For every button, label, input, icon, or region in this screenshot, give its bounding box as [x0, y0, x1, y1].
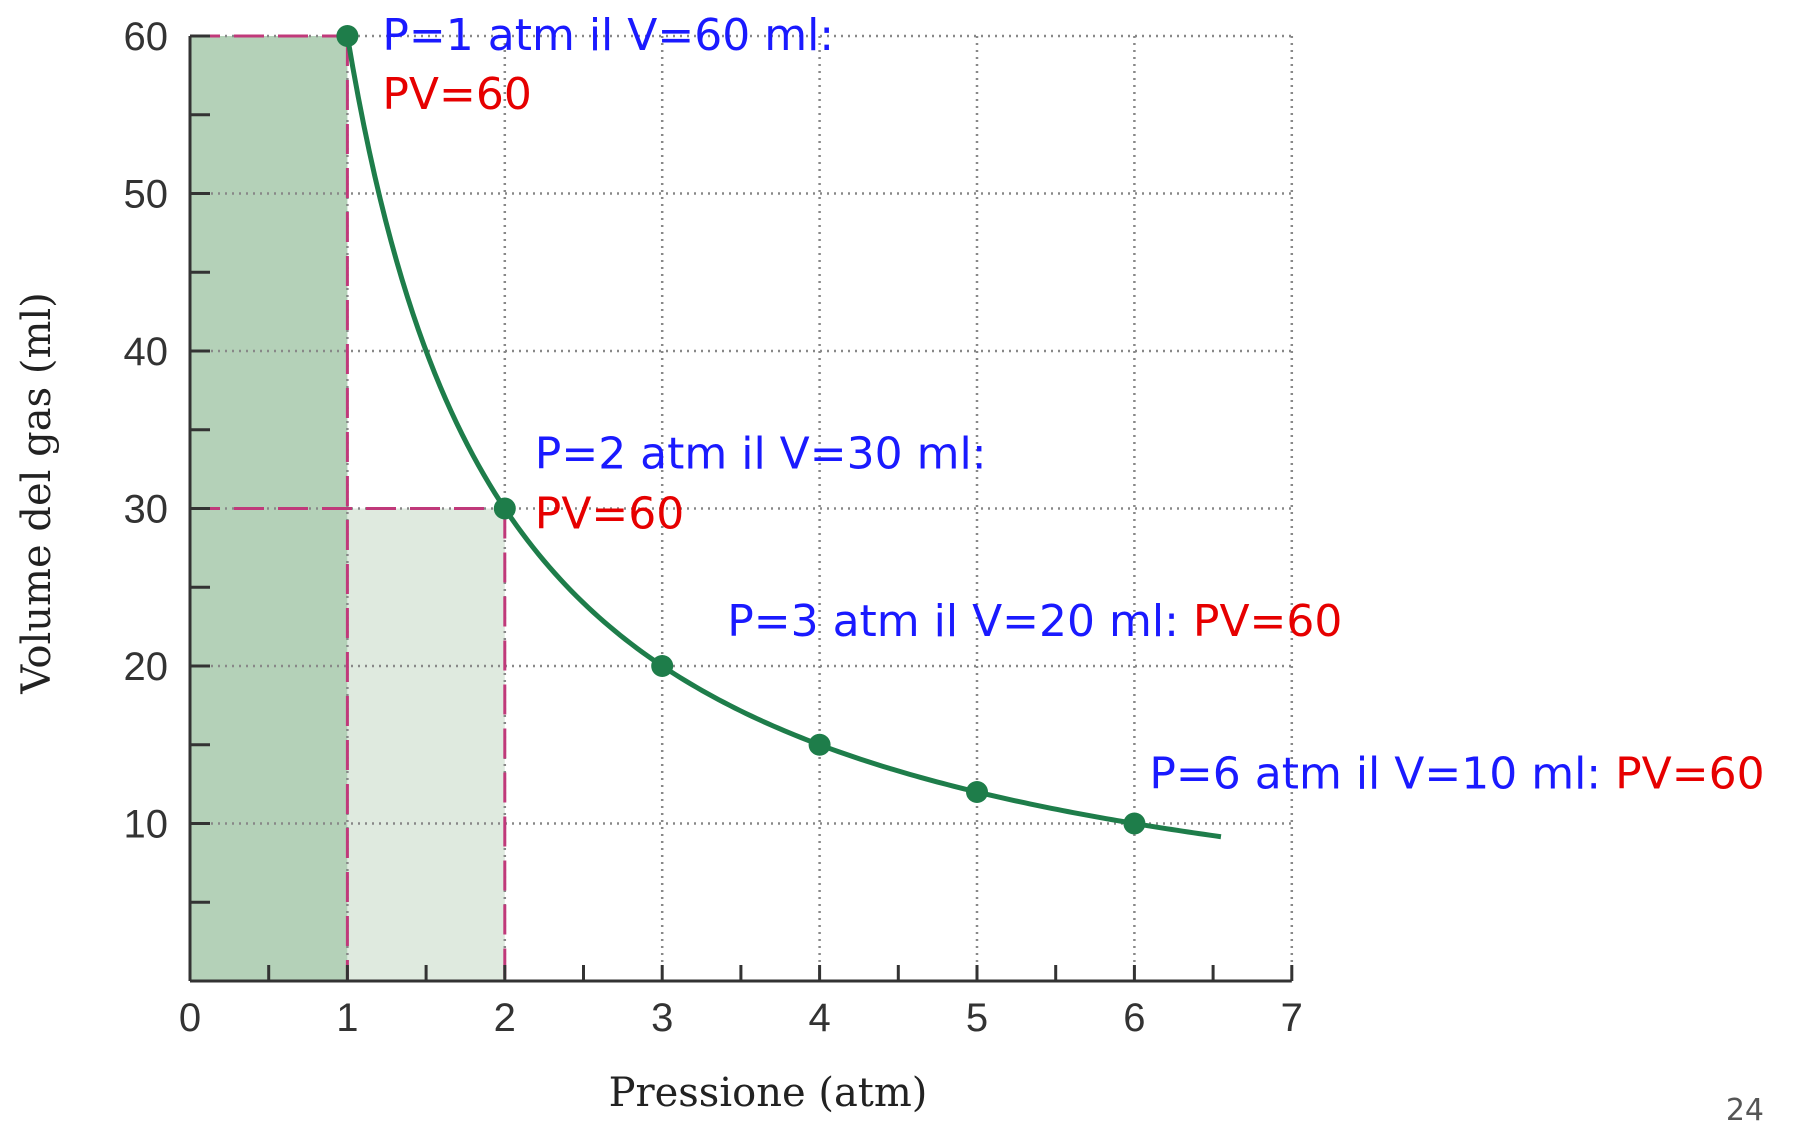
x-tick-label: 0: [179, 996, 201, 1040]
shaded-region-2: [347, 508, 505, 981]
y-tick-label: 40: [124, 330, 169, 374]
annotation-4-pv-label: P=6 atm il V=10 ml:: [1149, 749, 1615, 800]
data-point: [808, 733, 831, 756]
x-tick-label: 4: [808, 996, 830, 1040]
annotation-3: P=3 atm il V=20 ml: PV=60: [727, 596, 1342, 647]
annotation-4-pv-value: PV=60: [1615, 749, 1765, 800]
annotations: P=1 atm il V=60 ml: PV=60 P=2 atm il V=30 …: [382, 10, 1764, 800]
data-point: [493, 497, 516, 520]
curve-line: [344, 35, 1222, 840]
data-point: [1123, 812, 1146, 835]
grid: [190, 34, 1294, 981]
x-axis-title: Pressione (atm): [609, 1070, 928, 1116]
annotation-1-pv-value: PV=60: [382, 69, 532, 120]
annotation-3-pv-label: P=3 atm il V=20 ml:: [727, 596, 1193, 647]
data-point: [651, 655, 674, 677]
data-point: [966, 781, 988, 803]
x-tick-label: 5: [966, 996, 988, 1040]
data-points: [336, 25, 1146, 835]
axes: [188, 34, 1294, 983]
page-number: 24: [1726, 1093, 1764, 1122]
annotation-4: P=6 atm il V=10 ml: PV=60: [1149, 749, 1764, 800]
x-tick-label: 1: [336, 996, 358, 1040]
y-tick-label: 10: [124, 803, 169, 847]
annotation-2-pv-label: P=2 atm il V=30 ml:: [535, 429, 987, 480]
y-tick-label: 50: [124, 173, 169, 217]
guide-lines: [190, 34, 507, 981]
x-tick-label: 2: [494, 996, 516, 1040]
y-axis-title: Volume del gas (ml): [14, 292, 60, 695]
data-point: [336, 25, 359, 47]
annotation-3-pv-value: PV=60: [1193, 596, 1343, 647]
x-tick-label: 7: [1281, 996, 1303, 1040]
tick-labels: 0 1 2 3 4 5 6 7 10 20 30 40 50 60: [124, 15, 1303, 1040]
curve-group: [344, 35, 1222, 840]
y-tick-label: 60: [124, 15, 169, 59]
x-tick-label: 3: [651, 996, 673, 1040]
annotation-1-pv-label: P=1 atm il V=60 ml:: [382, 10, 834, 61]
x-tick-label: 6: [1123, 996, 1145, 1040]
y-tick-label: 20: [124, 645, 169, 689]
y-tick-label: 30: [124, 488, 169, 532]
annotation-2-pv-value: PV=60: [535, 489, 685, 540]
